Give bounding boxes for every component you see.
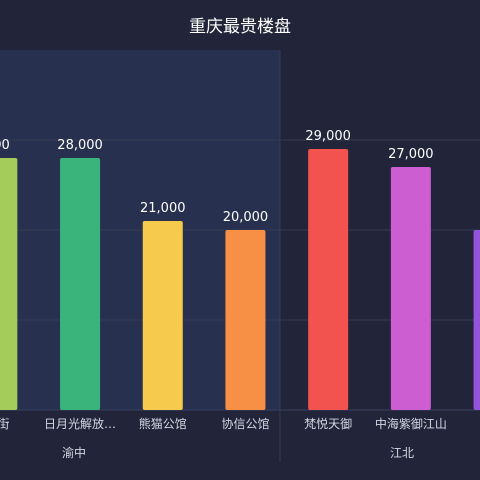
value-label: 000 (0, 138, 10, 153)
bar-金融 (473, 230, 480, 410)
category-label: 日月光解放… (44, 416, 116, 431)
bars (0, 149, 480, 410)
group-label: 江北 (390, 446, 414, 460)
category-label: 熊猫公馆 (139, 416, 187, 431)
value-label: 28,000 (57, 138, 103, 153)
value-label: 29,000 (305, 129, 351, 144)
bar-象街 (0, 158, 18, 410)
value-label: 21,000 (140, 201, 186, 216)
category-label: 象街 (0, 417, 9, 431)
bar-熊猫公馆 (142, 221, 183, 410)
group-label: 渝中 (62, 445, 86, 460)
bar-中海紫御江山 (390, 167, 431, 410)
value-label: 20,000 (223, 210, 269, 225)
group-labels: 渝中 江北 (62, 445, 414, 460)
category-labels: 象街日月光解放…熊猫公馆协信公馆梵悦天御中海紫御江山金融 (0, 416, 447, 431)
value-label: 27,000 (388, 147, 434, 162)
bar-协信公馆 (225, 230, 266, 410)
category-label: 梵悦天御 (304, 416, 352, 431)
bar-梵悦天御 (308, 149, 349, 410)
bar-日月光解放… (60, 158, 101, 410)
category-label: 中海紫御江山 (375, 416, 447, 431)
chart-title: 重庆最贵楼盘 (189, 17, 291, 37)
category-label: 协信公馆 (221, 416, 269, 431)
